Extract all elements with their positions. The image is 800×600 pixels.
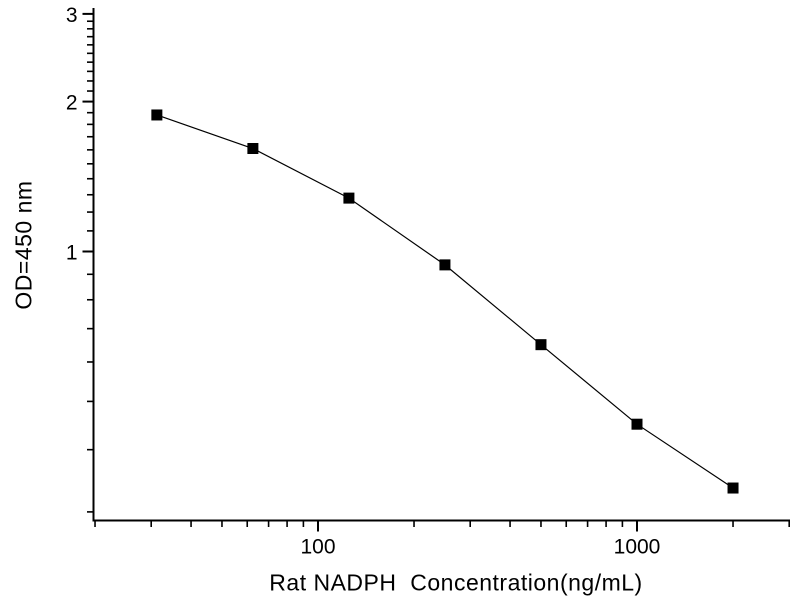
y-axis-title: OD=450 nm: [10, 180, 37, 310]
data-point-marker: [535, 339, 547, 351]
x-axis-title: Rat NADPH Concentration(ng/mL): [269, 569, 643, 596]
data-point-marker: [727, 482, 739, 494]
y-tick-label: 3: [66, 4, 78, 27]
data-point-marker: [439, 259, 451, 271]
data-series-line: [156, 114, 734, 489]
data-point-marker: [247, 143, 259, 155]
x-tick-label: 1000: [614, 536, 661, 559]
y-tick-label: 1: [66, 242, 78, 265]
x-tick-label: 100: [300, 536, 335, 559]
data-point-marker: [343, 192, 355, 204]
y-tick-label: 2: [66, 92, 78, 115]
data-point-marker: [151, 109, 163, 121]
data-point-marker: [631, 418, 643, 430]
